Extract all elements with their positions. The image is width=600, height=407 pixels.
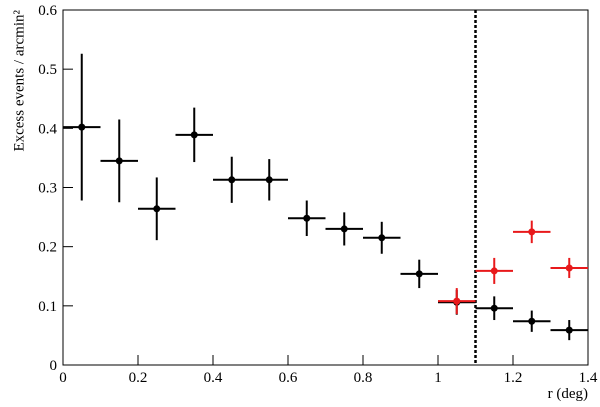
data-point (565, 326, 573, 334)
data-point (565, 264, 573, 272)
y-tick-label: 0.3 (38, 181, 57, 197)
x-tick-label: 0.6 (279, 370, 298, 386)
x-tick-label: 0.8 (354, 370, 373, 386)
y-axis-label: Excess events / arcmin² (11, 10, 27, 152)
data-point (340, 225, 348, 233)
y-tick-label: 0 (50, 358, 58, 374)
data-point (490, 304, 498, 312)
data-point (490, 267, 498, 275)
x-tick-label: 1.4 (579, 370, 598, 386)
data-point (378, 234, 386, 242)
data-point (528, 228, 536, 236)
plot-frame (62, 9, 589, 366)
data-point (78, 123, 86, 131)
x-tick-label: 1 (434, 370, 442, 386)
data-point (153, 205, 161, 213)
y-tick-label: 0.2 (38, 240, 57, 256)
data-point (453, 297, 461, 305)
y-tick-label: 0.6 (38, 3, 57, 19)
x-tick-label: 0.2 (129, 370, 148, 386)
x-tick-label: 0.4 (204, 370, 223, 386)
x-axis-label: r (deg) (548, 386, 588, 402)
data-point (115, 157, 123, 165)
y-tick-label: 0.4 (38, 121, 57, 137)
x-tick-label: 0 (59, 370, 67, 386)
x-tick-label: 1.2 (504, 370, 523, 386)
data-point (303, 214, 311, 222)
data-point (190, 131, 198, 139)
y-tick-label: 0.1 (38, 299, 57, 315)
data-point (228, 176, 236, 184)
data-point (528, 317, 536, 325)
data-point (265, 176, 273, 184)
data-point (415, 270, 423, 278)
y-tick-label: 0.5 (38, 62, 57, 78)
